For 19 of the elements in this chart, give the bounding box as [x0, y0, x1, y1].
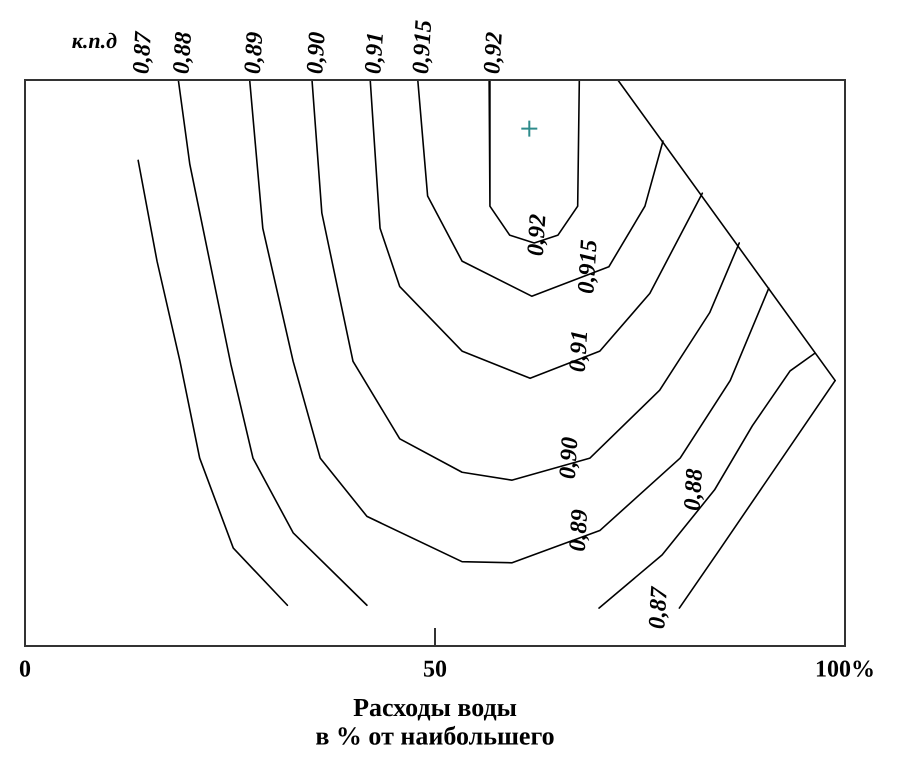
- text: 0,90: [554, 436, 584, 480]
- text: 0,87: [128, 30, 157, 75]
- text: 0,90: [302, 31, 331, 75]
- x-axis-title: Расходы воды в % от наибольшего: [315, 692, 555, 750]
- x-tick-label: 100%: [815, 656, 875, 683]
- x-tick-label: 50: [423, 656, 447, 683]
- text: 0,92: [479, 31, 508, 75]
- text: 0,89: [240, 31, 268, 75]
- text: 0,915: [408, 19, 438, 75]
- text: 0,88: [680, 468, 708, 512]
- text: 0,91: [360, 31, 389, 75]
- text: 0,92: [522, 213, 552, 257]
- text: 0,915: [573, 239, 603, 294]
- text: 0,91: [564, 329, 594, 373]
- legend-title: к.п.д: [72, 28, 118, 53]
- text: 0,87: [644, 585, 673, 630]
- x-tick-label: 0: [19, 656, 31, 683]
- text: 0,88: [168, 31, 198, 75]
- text: 0,89: [564, 508, 594, 552]
